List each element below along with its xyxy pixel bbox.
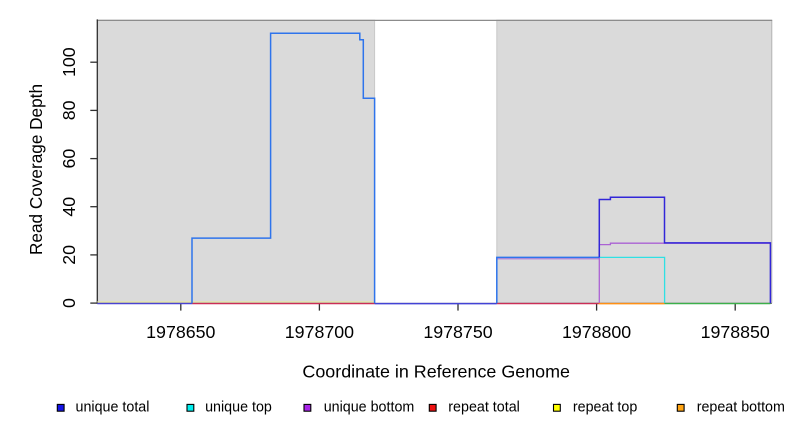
- svg-text:repeat total: repeat total: [448, 400, 520, 416]
- svg-text:60: 60: [59, 149, 79, 169]
- svg-text:unique total: unique total: [76, 400, 150, 416]
- svg-text:1978700: 1978700: [285, 322, 354, 342]
- svg-text:20: 20: [59, 245, 79, 265]
- svg-text:unique bottom: unique bottom: [324, 400, 415, 416]
- svg-text:1978750: 1978750: [423, 322, 492, 342]
- svg-text:repeat bottom: repeat bottom: [697, 400, 785, 416]
- svg-text:Coordinate in Reference Genome: Coordinate in Reference Genome: [302, 361, 570, 381]
- svg-text:unique top: unique top: [205, 400, 272, 416]
- svg-text:100: 100: [59, 47, 79, 77]
- svg-text:40: 40: [59, 197, 79, 217]
- svg-text:Read Coverage Depth: Read Coverage Depth: [26, 84, 46, 255]
- svg-text:0: 0: [59, 298, 79, 308]
- svg-text:repeat top: repeat top: [573, 400, 637, 416]
- svg-text:1978650: 1978650: [146, 322, 215, 342]
- svg-text:1978800: 1978800: [562, 322, 631, 342]
- svg-text:80: 80: [59, 100, 79, 120]
- svg-text:1978850: 1978850: [701, 322, 770, 342]
